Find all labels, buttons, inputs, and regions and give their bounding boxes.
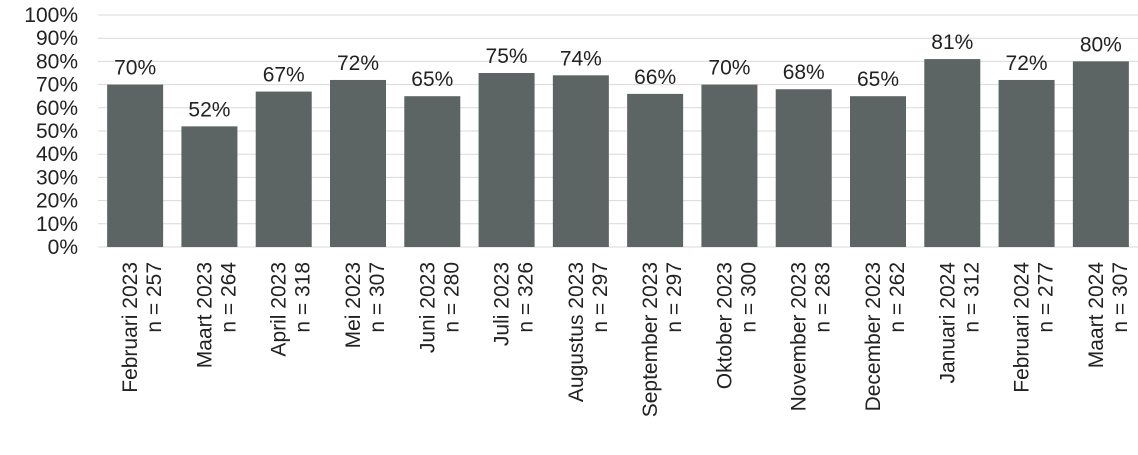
data-label: 52% bbox=[188, 98, 230, 121]
y-tick-label: 100% bbox=[24, 4, 78, 27]
x-category-label: September 2023 n = 297 bbox=[639, 262, 686, 417]
x-category-sample-size: n = 318 bbox=[292, 262, 315, 333]
x-category-sample-size: n = 326 bbox=[515, 262, 538, 333]
x-category-month: Juli 2023 bbox=[491, 262, 514, 346]
x-category-month: November 2023 bbox=[788, 262, 811, 411]
bar bbox=[552, 75, 609, 247]
bar bbox=[775, 89, 832, 248]
x-category-month: September 2023 bbox=[639, 262, 662, 417]
y-tick-label: 50% bbox=[36, 120, 78, 143]
y-tick-label: 60% bbox=[36, 97, 78, 120]
y-tick-label: 40% bbox=[36, 143, 78, 166]
x-axis-labels: Februari 2023 n = 257 Maart 2023 n = 264 Apr… bbox=[119, 262, 1132, 418]
x-category-sample-size: n = 262 bbox=[886, 262, 909, 333]
gridlines bbox=[98, 14, 1138, 248]
x-category-month: Oktober 2023 bbox=[713, 262, 736, 389]
bar bbox=[478, 73, 535, 247]
x-category-month: Maart 2024 bbox=[1085, 262, 1108, 369]
data-label: 74% bbox=[560, 47, 602, 70]
x-category-month: Februari 2024 bbox=[1011, 262, 1034, 393]
x-category-label: Maart 2023 n = 264 bbox=[193, 262, 240, 369]
x-category-sample-size: n = 297 bbox=[663, 262, 686, 333]
bar bbox=[627, 93, 684, 247]
y-tick-label: 30% bbox=[36, 166, 78, 189]
y-tick-label: 80% bbox=[36, 50, 78, 73]
data-label: 68% bbox=[783, 61, 825, 84]
x-category-sample-size: n = 300 bbox=[737, 262, 760, 333]
bar bbox=[404, 96, 461, 247]
bar bbox=[330, 79, 386, 248]
x-category-month: December 2023 bbox=[862, 262, 885, 411]
y-tick-label: 20% bbox=[36, 190, 78, 213]
bar bbox=[107, 84, 164, 247]
y-tick-label: 70% bbox=[36, 74, 78, 97]
x-category-sample-size: n = 280 bbox=[440, 262, 463, 333]
bars bbox=[107, 59, 1129, 248]
y-tick-label: 10% bbox=[36, 213, 78, 236]
x-category-sample-size: n = 307 bbox=[366, 262, 389, 333]
x-category-sample-size: n = 277 bbox=[1035, 262, 1058, 333]
y-tick-label: 90% bbox=[36, 27, 78, 50]
data-label: 81% bbox=[931, 31, 973, 54]
x-category-sample-size: n = 312 bbox=[960, 262, 983, 333]
x-category-sample-size: n = 307 bbox=[1109, 262, 1132, 333]
x-category-sample-size: n = 264 bbox=[217, 262, 240, 333]
x-category-label: Maart 2024 n = 307 bbox=[1085, 262, 1132, 369]
x-category-label: April 2023 n = 318 bbox=[268, 262, 315, 357]
bar bbox=[1072, 61, 1129, 248]
x-category-label: Februari 2024 n = 277 bbox=[1011, 262, 1058, 393]
data-label: 67% bbox=[263, 64, 305, 87]
x-category-month: Maart 2023 bbox=[193, 262, 216, 368]
bar bbox=[998, 79, 1055, 248]
x-category-sample-size: n = 283 bbox=[812, 262, 835, 333]
x-category-label: November 2023 n = 283 bbox=[788, 262, 835, 411]
bar bbox=[255, 91, 312, 247]
x-category-label: December 2023 n = 262 bbox=[862, 262, 909, 411]
x-category-label: Juli 2023 n = 326 bbox=[491, 262, 538, 346]
data-label: 72% bbox=[1006, 52, 1048, 75]
x-category-label: Februari 2023 n = 257 bbox=[119, 262, 166, 393]
x-category-month: Augustus 2023 bbox=[565, 262, 588, 402]
x-category-label: Mei 2023 n = 307 bbox=[342, 262, 389, 348]
x-category-month: Februari 2023 bbox=[119, 262, 142, 393]
y-tick-label: 0% bbox=[48, 236, 78, 259]
bar bbox=[181, 126, 238, 247]
x-category-label: Juni 2023 n = 280 bbox=[416, 262, 463, 353]
x-category-month: Januari 2024 bbox=[936, 262, 959, 384]
data-label: 70% bbox=[708, 57, 750, 80]
x-category-month: Mei 2023 bbox=[342, 262, 365, 348]
bar bbox=[924, 59, 981, 247]
data-labels: 70% 52% 67% 72% 65% 75% 74% 66% 70% 68% 65% 81% 72% 8… bbox=[114, 31, 1122, 121]
x-category-label: Augustus 2023 n = 297 bbox=[565, 262, 612, 402]
data-label: 72% bbox=[337, 52, 379, 75]
x-category-label: Oktober 2023 n = 300 bbox=[713, 262, 760, 389]
bar bbox=[850, 96, 906, 247]
bar bbox=[701, 84, 758, 247]
y-axis-ticks: 0%10%20%30%40%50%60%70%80%90%100% bbox=[24, 4, 78, 259]
x-category-sample-size: n = 257 bbox=[143, 262, 166, 333]
data-label: 65% bbox=[411, 68, 453, 91]
data-label: 70% bbox=[114, 57, 156, 80]
x-category-sample-size: n = 297 bbox=[589, 262, 612, 333]
data-label: 80% bbox=[1080, 33, 1122, 56]
data-label: 66% bbox=[634, 66, 676, 89]
data-label: 65% bbox=[857, 68, 899, 91]
x-category-month: April 2023 bbox=[268, 262, 291, 357]
data-label: 75% bbox=[486, 45, 528, 68]
x-category-label: Januari 2024 n = 312 bbox=[936, 262, 983, 384]
x-category-month: Juni 2023 bbox=[416, 262, 439, 353]
